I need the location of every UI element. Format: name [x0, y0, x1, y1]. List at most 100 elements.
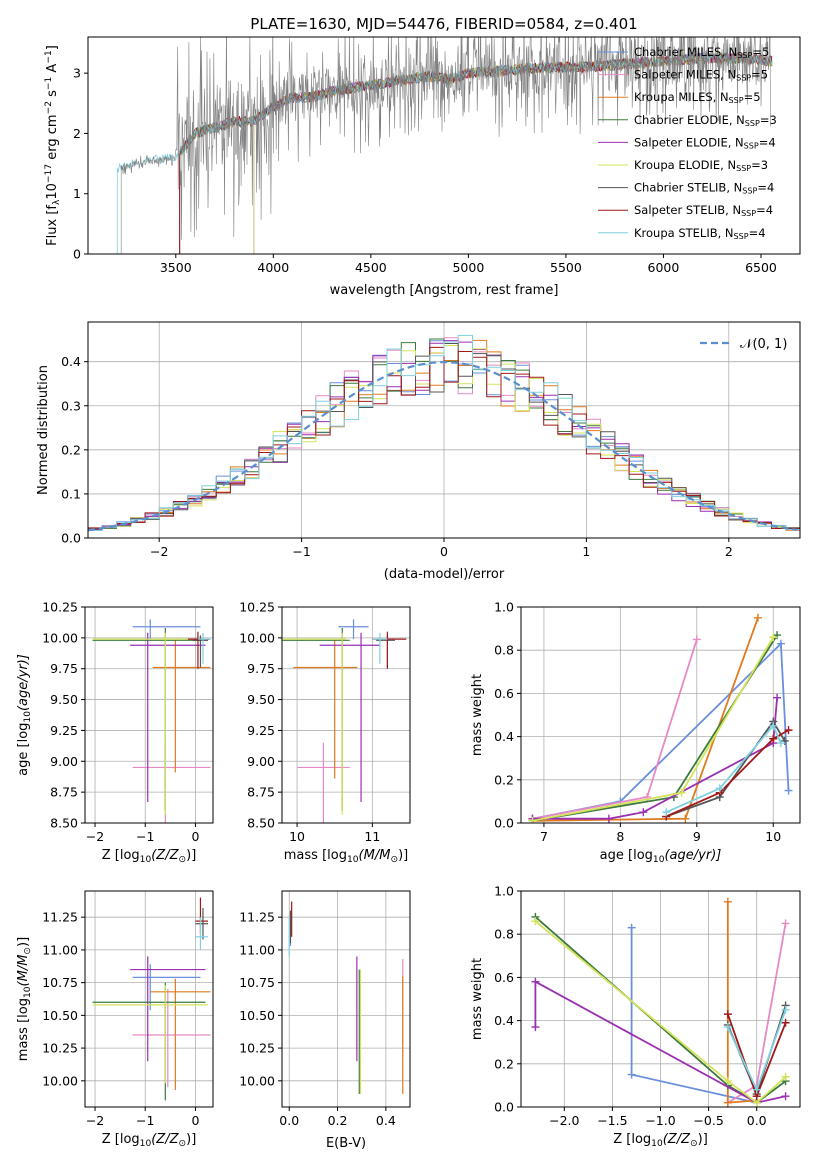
x-tick-label: −0.5	[693, 1113, 723, 1128]
x-tick-label: 0.4	[376, 1113, 396, 1128]
panel-residuals: −2 −1 0 1 2 0.0 0.1 0.2 0.3 0.4 (data-model)/error…	[36, 321, 801, 582]
y-tick-label: 0.1	[61, 486, 81, 501]
weight-point-marker	[715, 784, 724, 793]
legend-entry: 𝒩(0, 1)	[740, 337, 787, 352]
x-tick-label: 0	[440, 544, 448, 559]
x-tick-label: 0.2	[328, 1113, 348, 1128]
weight-point-marker	[662, 808, 671, 817]
weight-point-marker	[723, 1023, 732, 1032]
y-tick-label: 0.4	[494, 1013, 514, 1028]
weight-point-marker	[639, 808, 648, 817]
x-tick-label: 0	[191, 1113, 199, 1128]
weight-point-marker	[692, 635, 701, 644]
x-tick-label: 1	[582, 544, 590, 559]
y-tick-label: 9.75	[247, 661, 275, 676]
panel-mass-vs-z: −2 −1 0 10.00 10.25 10.50 10.75 11.00 11.25 Z [lo…	[16, 890, 214, 1149]
y-tick-label: 10.00	[42, 630, 78, 645]
y-tick-label: 9.50	[247, 692, 275, 707]
weight-series-line	[532, 634, 778, 822]
y-tick-label: 0.6	[494, 686, 514, 701]
observed-spectrum-line	[120, 37, 771, 254]
panel-mass-vs-ebv: 0.0 0.2 0.4 10.00 10.25 10.50 10.75 11.00 11.25 E…	[239, 890, 411, 1151]
x-axis-label: age [log10(age/yr)]	[600, 848, 722, 865]
weight-point-marker	[723, 1077, 732, 1086]
weight-point-marker	[627, 923, 636, 932]
weight-series-line	[534, 920, 787, 1104]
model-spectrum-line	[253, 51, 773, 254]
x-axis-label: mass [log10(M/M⊙)]	[284, 848, 408, 865]
axes-frame	[281, 890, 411, 1108]
weight-point-marker	[769, 721, 778, 730]
weight-point-marker	[784, 726, 793, 735]
x-tick-label: 2	[725, 544, 733, 559]
weight-series-line	[665, 719, 786, 818]
y-tick-label: 11.25	[239, 910, 275, 925]
y-tick-label: 11.25	[42, 910, 78, 925]
y-tick-label: 9.00	[247, 754, 275, 769]
weight-point-marker	[723, 897, 732, 906]
weight-point-marker	[781, 1018, 790, 1027]
x-tick-label: 9	[693, 829, 701, 844]
legend-entry: Kroupa STELIB, NSSP=4	[634, 226, 766, 241]
weight-point-marker	[604, 814, 613, 823]
x-tick-label: 8	[616, 829, 624, 844]
weight-point-marker	[769, 633, 778, 642]
y-tick-label: 10.00	[239, 1073, 275, 1088]
y-tick-label: 0.0	[61, 531, 81, 546]
y-tick-label: 10.00	[239, 630, 275, 645]
weight-series-line	[665, 729, 789, 818]
weight-series-line	[665, 724, 782, 814]
x-tick-label: −2	[86, 1113, 104, 1128]
y-tick-label: 3	[73, 66, 81, 81]
y-axis-label: mass weight	[470, 674, 485, 756]
y-tick-label: 9.25	[247, 723, 275, 738]
weight-series-line	[532, 639, 698, 820]
weight-point-marker	[681, 814, 690, 823]
panel-weight-vs-age: 7 8 9 10 0.0 0.2 0.4 0.6 0.8 1.0 age [log10(age/yr…	[470, 600, 801, 865]
y-tick-label: 8.75	[247, 785, 275, 800]
residual-histogram	[88, 346, 800, 533]
weight-point-marker	[781, 1072, 790, 1081]
x-tick-label: −1	[136, 1113, 154, 1128]
y-tick-label: 9.25	[50, 723, 78, 738]
y-tick-label: 1.0	[494, 600, 514, 615]
y-tick-label: 10.75	[42, 975, 78, 990]
y-tick-label: 9.75	[50, 661, 78, 676]
panel-age-vs-mass: 10 11 8.50 8.75 9.00 9.25 9.50 9.75 10.00 10.25 ma…	[239, 600, 411, 865]
y-tick-label: 9.50	[50, 692, 78, 707]
x-tick-label: 10	[765, 829, 781, 844]
y-tick-label: 0.2	[494, 1056, 514, 1071]
y-tick-label: 10.25	[42, 600, 78, 615]
x-tick-label: 0.0	[279, 1113, 299, 1128]
y-tick-label: 10.25	[239, 600, 275, 615]
weight-series-line	[532, 636, 774, 822]
axes-frame	[520, 606, 801, 824]
x-tick-label: 7	[540, 829, 548, 844]
gaussian-curve	[88, 360, 798, 532]
y-tick-label: 10.50	[239, 1008, 275, 1023]
y-tick-label: 0.3	[61, 398, 81, 413]
weight-series-line	[532, 641, 790, 820]
y-tick-label: 0.0	[494, 1100, 514, 1115]
x-tick-label: 6000	[648, 260, 680, 275]
y-tick-label: 9.00	[50, 754, 78, 769]
x-tick-label: 11	[364, 829, 380, 844]
x-tick-label: 3500	[160, 260, 192, 275]
weight-point-marker	[627, 1070, 636, 1079]
legend-entry: Chabrier MILES, NSSP=5	[634, 45, 769, 60]
y-tick-label: 2	[73, 126, 81, 141]
x-tick-label: 4500	[355, 260, 387, 275]
y-tick-label: 0.2	[61, 442, 81, 457]
x-tick-label: 10	[289, 829, 305, 844]
weight-point-marker	[776, 639, 785, 648]
weight-point-marker	[752, 1085, 761, 1094]
legend-entry: Kroupa ELODIE, NSSP=3	[634, 158, 768, 173]
weight-series-line	[726, 901, 757, 1104]
weight-point-marker	[781, 1092, 790, 1101]
x-axis-label: wavelength [Angstrom, rest frame]	[330, 283, 559, 298]
weight-point-marker	[677, 788, 686, 797]
y-tick-label: 10.25	[239, 1041, 275, 1056]
weight-point-marker	[531, 1023, 540, 1032]
y-axis-label: mass weight	[470, 958, 485, 1040]
